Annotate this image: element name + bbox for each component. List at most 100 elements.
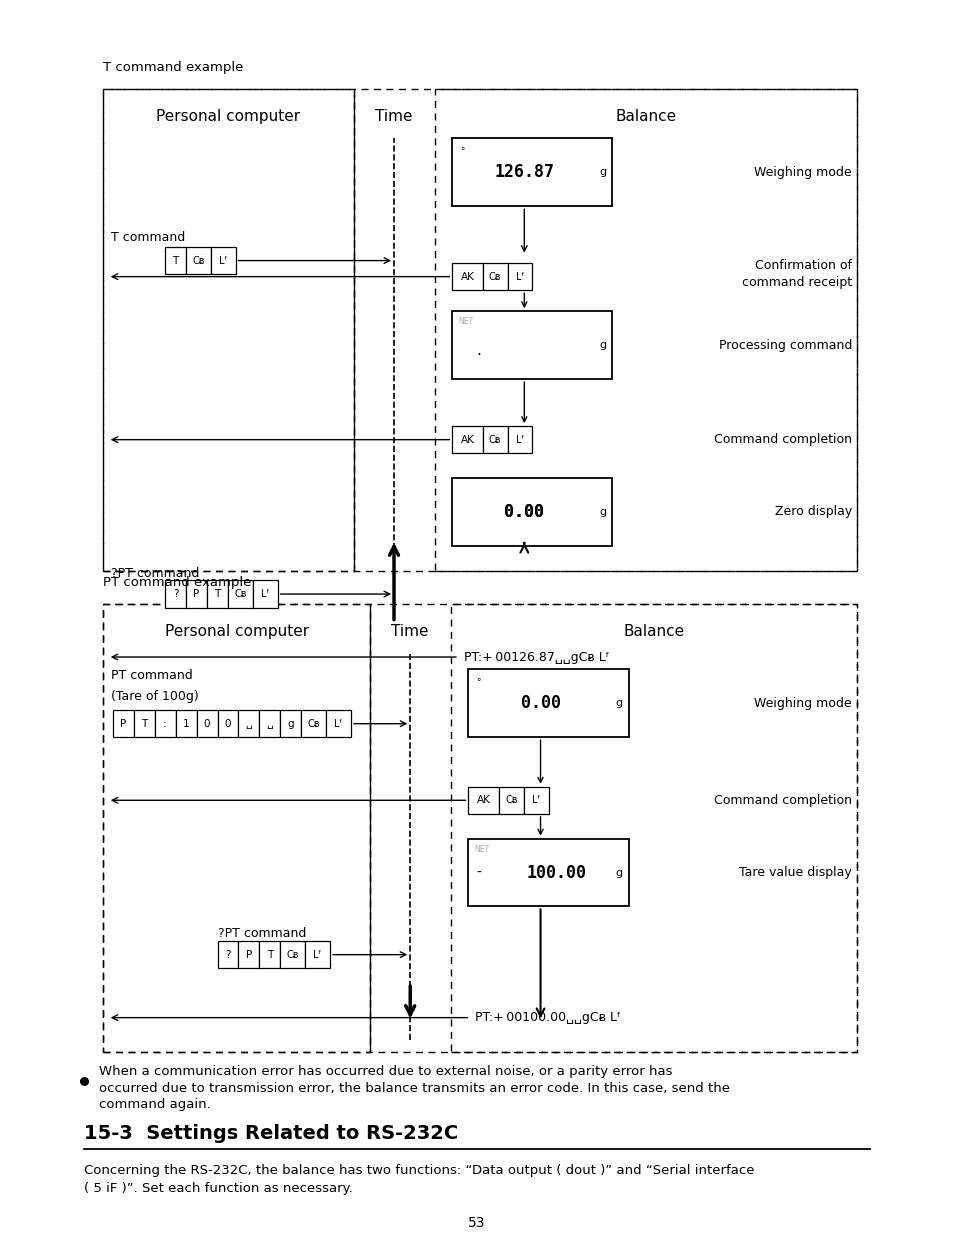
Bar — [238, 941, 259, 968]
Bar — [523, 787, 548, 814]
Text: When a communication error has occurred due to external noise, or a parity error: When a communication error has occurred … — [99, 1066, 672, 1078]
Text: Time: Time — [375, 109, 413, 124]
Text: 0.00: 0.00 — [504, 503, 544, 521]
Bar — [175, 710, 196, 737]
Bar — [326, 710, 351, 737]
Bar — [301, 710, 326, 737]
Text: Cᴃ: Cᴃ — [233, 589, 247, 599]
Bar — [259, 941, 280, 968]
Text: Weighing mode: Weighing mode — [754, 697, 851, 710]
Text: Cᴃ: Cᴃ — [488, 435, 501, 445]
Bar — [452, 311, 612, 379]
Text: 0: 0 — [225, 719, 231, 729]
Text: Zero display: Zero display — [774, 505, 851, 519]
Text: Cᴃ: Cᴃ — [504, 795, 517, 805]
Text: g: g — [615, 867, 622, 878]
Text: PT command: PT command — [111, 669, 193, 682]
Text: Confirmation of: Confirmation of — [754, 259, 851, 272]
Bar — [154, 710, 175, 737]
Text: ?: ? — [172, 589, 178, 599]
Text: Lᶠ: Lᶠ — [532, 795, 539, 805]
Text: PT:+ 00100.00␣␣gCᴃ Lᶠ: PT:+ 00100.00␣␣gCᴃ Lᶠ — [475, 1011, 620, 1024]
Text: g: g — [598, 340, 606, 351]
Bar — [238, 710, 259, 737]
Text: T: T — [267, 950, 273, 960]
Bar — [468, 787, 498, 814]
Text: Concerning the RS-232C, the balance has two functions: “Data output ( dout )” an: Concerning the RS-232C, the balance has … — [84, 1165, 754, 1177]
Text: ?: ? — [225, 950, 231, 960]
Bar — [112, 710, 133, 737]
Text: PT command example: PT command example — [103, 577, 252, 589]
Text: °: ° — [459, 147, 464, 156]
Text: Lᶠ: Lᶠ — [314, 950, 321, 960]
Bar — [435, 89, 856, 571]
Bar — [498, 787, 523, 814]
Text: ␣: ␣ — [246, 719, 252, 729]
Text: Command completion: Command completion — [713, 433, 851, 446]
Text: 0: 0 — [204, 719, 210, 729]
Text: -: - — [476, 866, 480, 879]
Text: g: g — [615, 698, 622, 709]
Text: T: T — [214, 589, 220, 599]
Text: ( 5 iF )”. Set each function as necessary.: ( 5 iF )”. Set each function as necessar… — [84, 1182, 353, 1194]
Text: Personal computer: Personal computer — [164, 624, 309, 638]
Bar — [482, 426, 507, 453]
Bar — [196, 710, 217, 737]
Bar — [103, 89, 856, 571]
Text: Weighing mode: Weighing mode — [754, 165, 851, 179]
Bar — [103, 89, 354, 571]
Bar — [280, 710, 301, 737]
Text: g: g — [598, 506, 606, 517]
Text: AK: AK — [476, 795, 490, 805]
Text: command receipt: command receipt — [741, 277, 851, 289]
Text: Command completion: Command completion — [713, 794, 851, 806]
Bar — [259, 710, 280, 737]
Text: ?PT command: ?PT command — [217, 927, 306, 940]
Text: 53: 53 — [468, 1215, 485, 1230]
Text: 0.00: 0.00 — [520, 694, 560, 713]
Bar — [103, 604, 370, 1052]
Bar — [305, 941, 330, 968]
Bar — [103, 604, 856, 1052]
Text: .: . — [476, 342, 480, 358]
Text: Personal computer: Personal computer — [156, 109, 300, 124]
Text: Cᴃ: Cᴃ — [286, 950, 299, 960]
Text: Cᴃ: Cᴃ — [488, 272, 501, 282]
Text: 126.87: 126.87 — [494, 163, 554, 182]
Bar — [217, 941, 238, 968]
Text: Time: Time — [391, 624, 429, 638]
Bar — [133, 710, 154, 737]
Text: AK: AK — [460, 272, 474, 282]
Bar — [452, 138, 612, 206]
Text: Balance: Balance — [615, 109, 676, 124]
Text: P: P — [120, 719, 126, 729]
Bar — [165, 580, 186, 608]
Bar — [452, 478, 612, 546]
Text: 100.00: 100.00 — [526, 863, 586, 882]
Bar — [186, 247, 211, 274]
Bar — [207, 580, 228, 608]
Bar — [452, 263, 482, 290]
Text: T: T — [172, 256, 178, 266]
Bar — [482, 263, 507, 290]
Text: NET: NET — [474, 845, 489, 853]
Text: Lᶠ: Lᶠ — [335, 719, 342, 729]
Text: P: P — [193, 589, 199, 599]
Text: T command example: T command example — [103, 62, 243, 74]
Text: T: T — [141, 719, 147, 729]
Text: 1: 1 — [183, 719, 189, 729]
Text: Balance: Balance — [622, 624, 684, 638]
Text: (Tare of 100g): (Tare of 100g) — [111, 690, 198, 703]
Text: 0.00: 0.00 — [504, 503, 544, 521]
Text: occurred due to transmission error, the balance transmits an error code. In this: occurred due to transmission error, the … — [99, 1082, 729, 1094]
Text: Lᶠ: Lᶠ — [261, 589, 269, 599]
Bar — [507, 263, 532, 290]
Bar — [507, 426, 532, 453]
Text: ?PT command: ?PT command — [111, 567, 199, 579]
Text: g: g — [288, 719, 294, 729]
Text: g: g — [598, 167, 606, 178]
Text: AK: AK — [460, 435, 474, 445]
Text: Processing command: Processing command — [718, 338, 851, 352]
Text: PT:+ 00126.87␣␣gCᴃ Lᶠ: PT:+ 00126.87␣␣gCᴃ Lᶠ — [463, 651, 609, 663]
Bar — [468, 839, 628, 906]
